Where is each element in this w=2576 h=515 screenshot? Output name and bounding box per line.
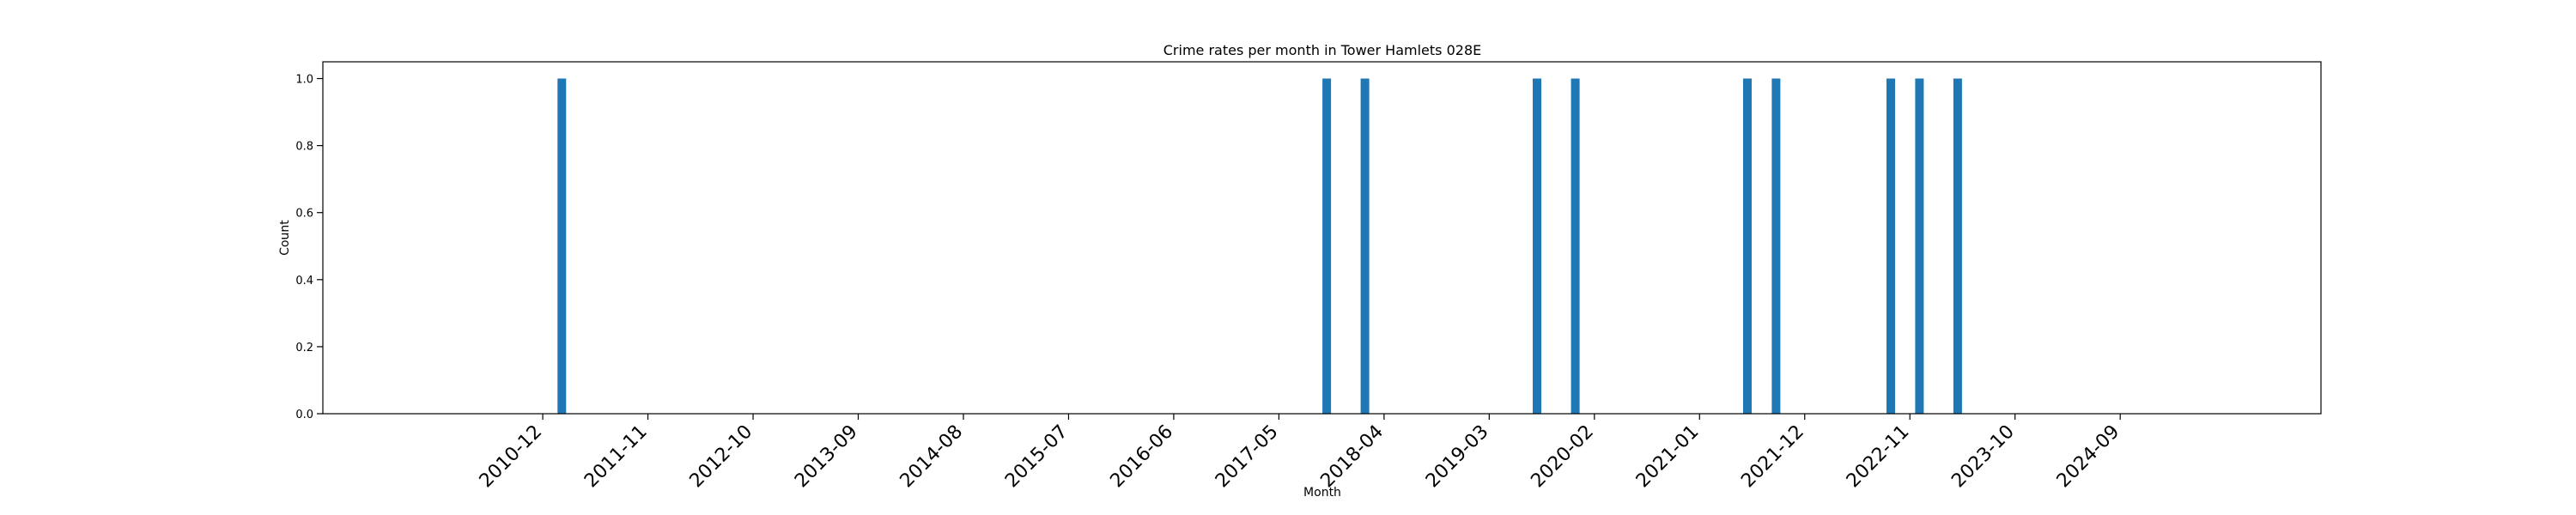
bar-2017-10 [1322,78,1332,414]
y-tick-label: 0.2 [295,342,313,354]
bar-2022-09 [1886,78,1895,414]
x-tick-label: 2012-10 [686,421,757,493]
x-tick-label: 2015-07 [1001,421,1072,493]
y-tick-label: 0.8 [295,141,313,154]
x-tick-label: 2024-09 [2053,421,2124,493]
x-tick-label: 2019-03 [1422,421,1493,493]
y-axis: 0.0 0.2 0.4 0.6 0.8 1.0 [295,74,323,421]
x-tick-label: 2016-06 [1106,421,1177,493]
x-tick-label: 2022-11 [1843,421,1914,493]
x-tick-label: 2021-12 [1737,421,1808,493]
bar-2019-08 [1533,78,1541,414]
bar-2018-02 [1360,78,1370,414]
y-axis-label: Count [278,220,292,256]
plot-frame [322,61,2322,415]
y-tick-label: 0.6 [295,208,313,221]
bar-2019-12 [1571,78,1580,414]
x-axis: 2010-12 2011-11 2012-10 2013-09 2014-08 2015-… [476,414,2124,493]
bar-2022-12 [1915,78,1924,414]
bar-2023-04 [1953,78,1962,414]
bar-2021-09 [1771,78,1781,414]
x-axis-label: Month [1303,486,1341,500]
x-tick-label: 2021-01 [1632,421,1704,493]
bars-group [557,78,1962,414]
bar-2021-06 [1743,78,1752,414]
x-tick-label: 2013-09 [791,421,862,493]
x-tick-label: 2010-12 [476,421,547,493]
y-tick-label: 0.4 [295,275,313,288]
y-tick-label: 0.0 [295,409,313,421]
x-tick-label: 2017-05 [1212,421,1283,493]
x-tick-label: 2011-11 [580,421,652,493]
chart-title: Crime rates per month in Tower Hamlets 0… [1163,42,1481,58]
x-tick-label: 2020-02 [1527,421,1598,493]
x-tick-label: 2023-10 [1947,421,2019,493]
x-tick-label: 2018-04 [1316,421,1388,493]
x-tick-label: 2014-08 [896,421,968,493]
bar-2011-02 [557,78,567,414]
y-tick-label: 1.0 [295,74,313,87]
